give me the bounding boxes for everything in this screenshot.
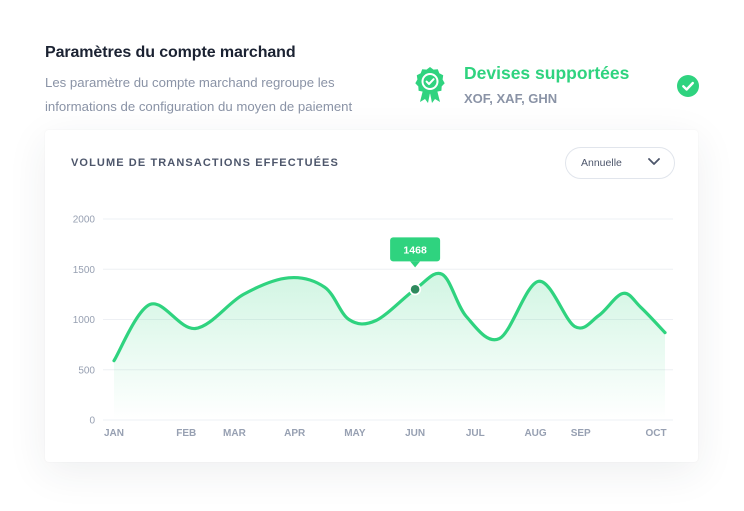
tooltip-pointer [410, 261, 421, 268]
y-tick-label: 1000 [73, 315, 96, 326]
x-tick-label: MAY [344, 428, 366, 439]
x-tick-label: APR [284, 428, 306, 439]
page-title: Paramètres du compte marchand [45, 44, 296, 61]
y-tick-label: 1500 [73, 265, 96, 276]
x-tick-label: MAR [223, 428, 247, 439]
supported-currencies-list: XOF, XAF, GHN [464, 91, 558, 106]
award-badge-icon [415, 67, 445, 103]
x-tick-label: JUL [466, 428, 485, 439]
x-tick-label: OCT [645, 428, 666, 439]
y-tick-label: 2000 [73, 215, 96, 226]
period-select-value: Annuelle [581, 157, 622, 169]
tooltip-box [390, 237, 441, 262]
x-tick-label: SEP [571, 428, 591, 439]
tooltip-value: 1468 [403, 244, 427, 256]
x-tick-label: AUG [524, 428, 546, 439]
x-tick-label: FEB [176, 428, 196, 439]
check-circle-icon [677, 75, 699, 97]
x-tick-label: JUN [405, 428, 425, 439]
x-tick-label: JAN [104, 428, 124, 439]
chart-title: VOLUME DE TRANSACTIONS EFFECTUÉES [71, 157, 339, 169]
period-select[interactable]: Annuelle [565, 147, 675, 179]
y-tick-label: 0 [89, 416, 95, 427]
page-description: Les paramètre du compte marchand regroup… [45, 75, 353, 114]
y-tick-label: 500 [78, 365, 95, 376]
highlight-point [410, 285, 420, 294]
series-area [114, 273, 666, 420]
supported-currencies-title: Devises supportées [464, 63, 630, 83]
transactions-chart-card: VOLUME DE TRANSACTIONS EFFECTUÉES Annuel… [45, 130, 698, 462]
line-chart: 0 500 1000 1500 2000 JAN FEB MAR APR MAY JUN JUL AUG… [73, 215, 673, 439]
chevron-down-icon[interactable] [648, 158, 660, 166]
series-line [112, 271, 667, 363]
